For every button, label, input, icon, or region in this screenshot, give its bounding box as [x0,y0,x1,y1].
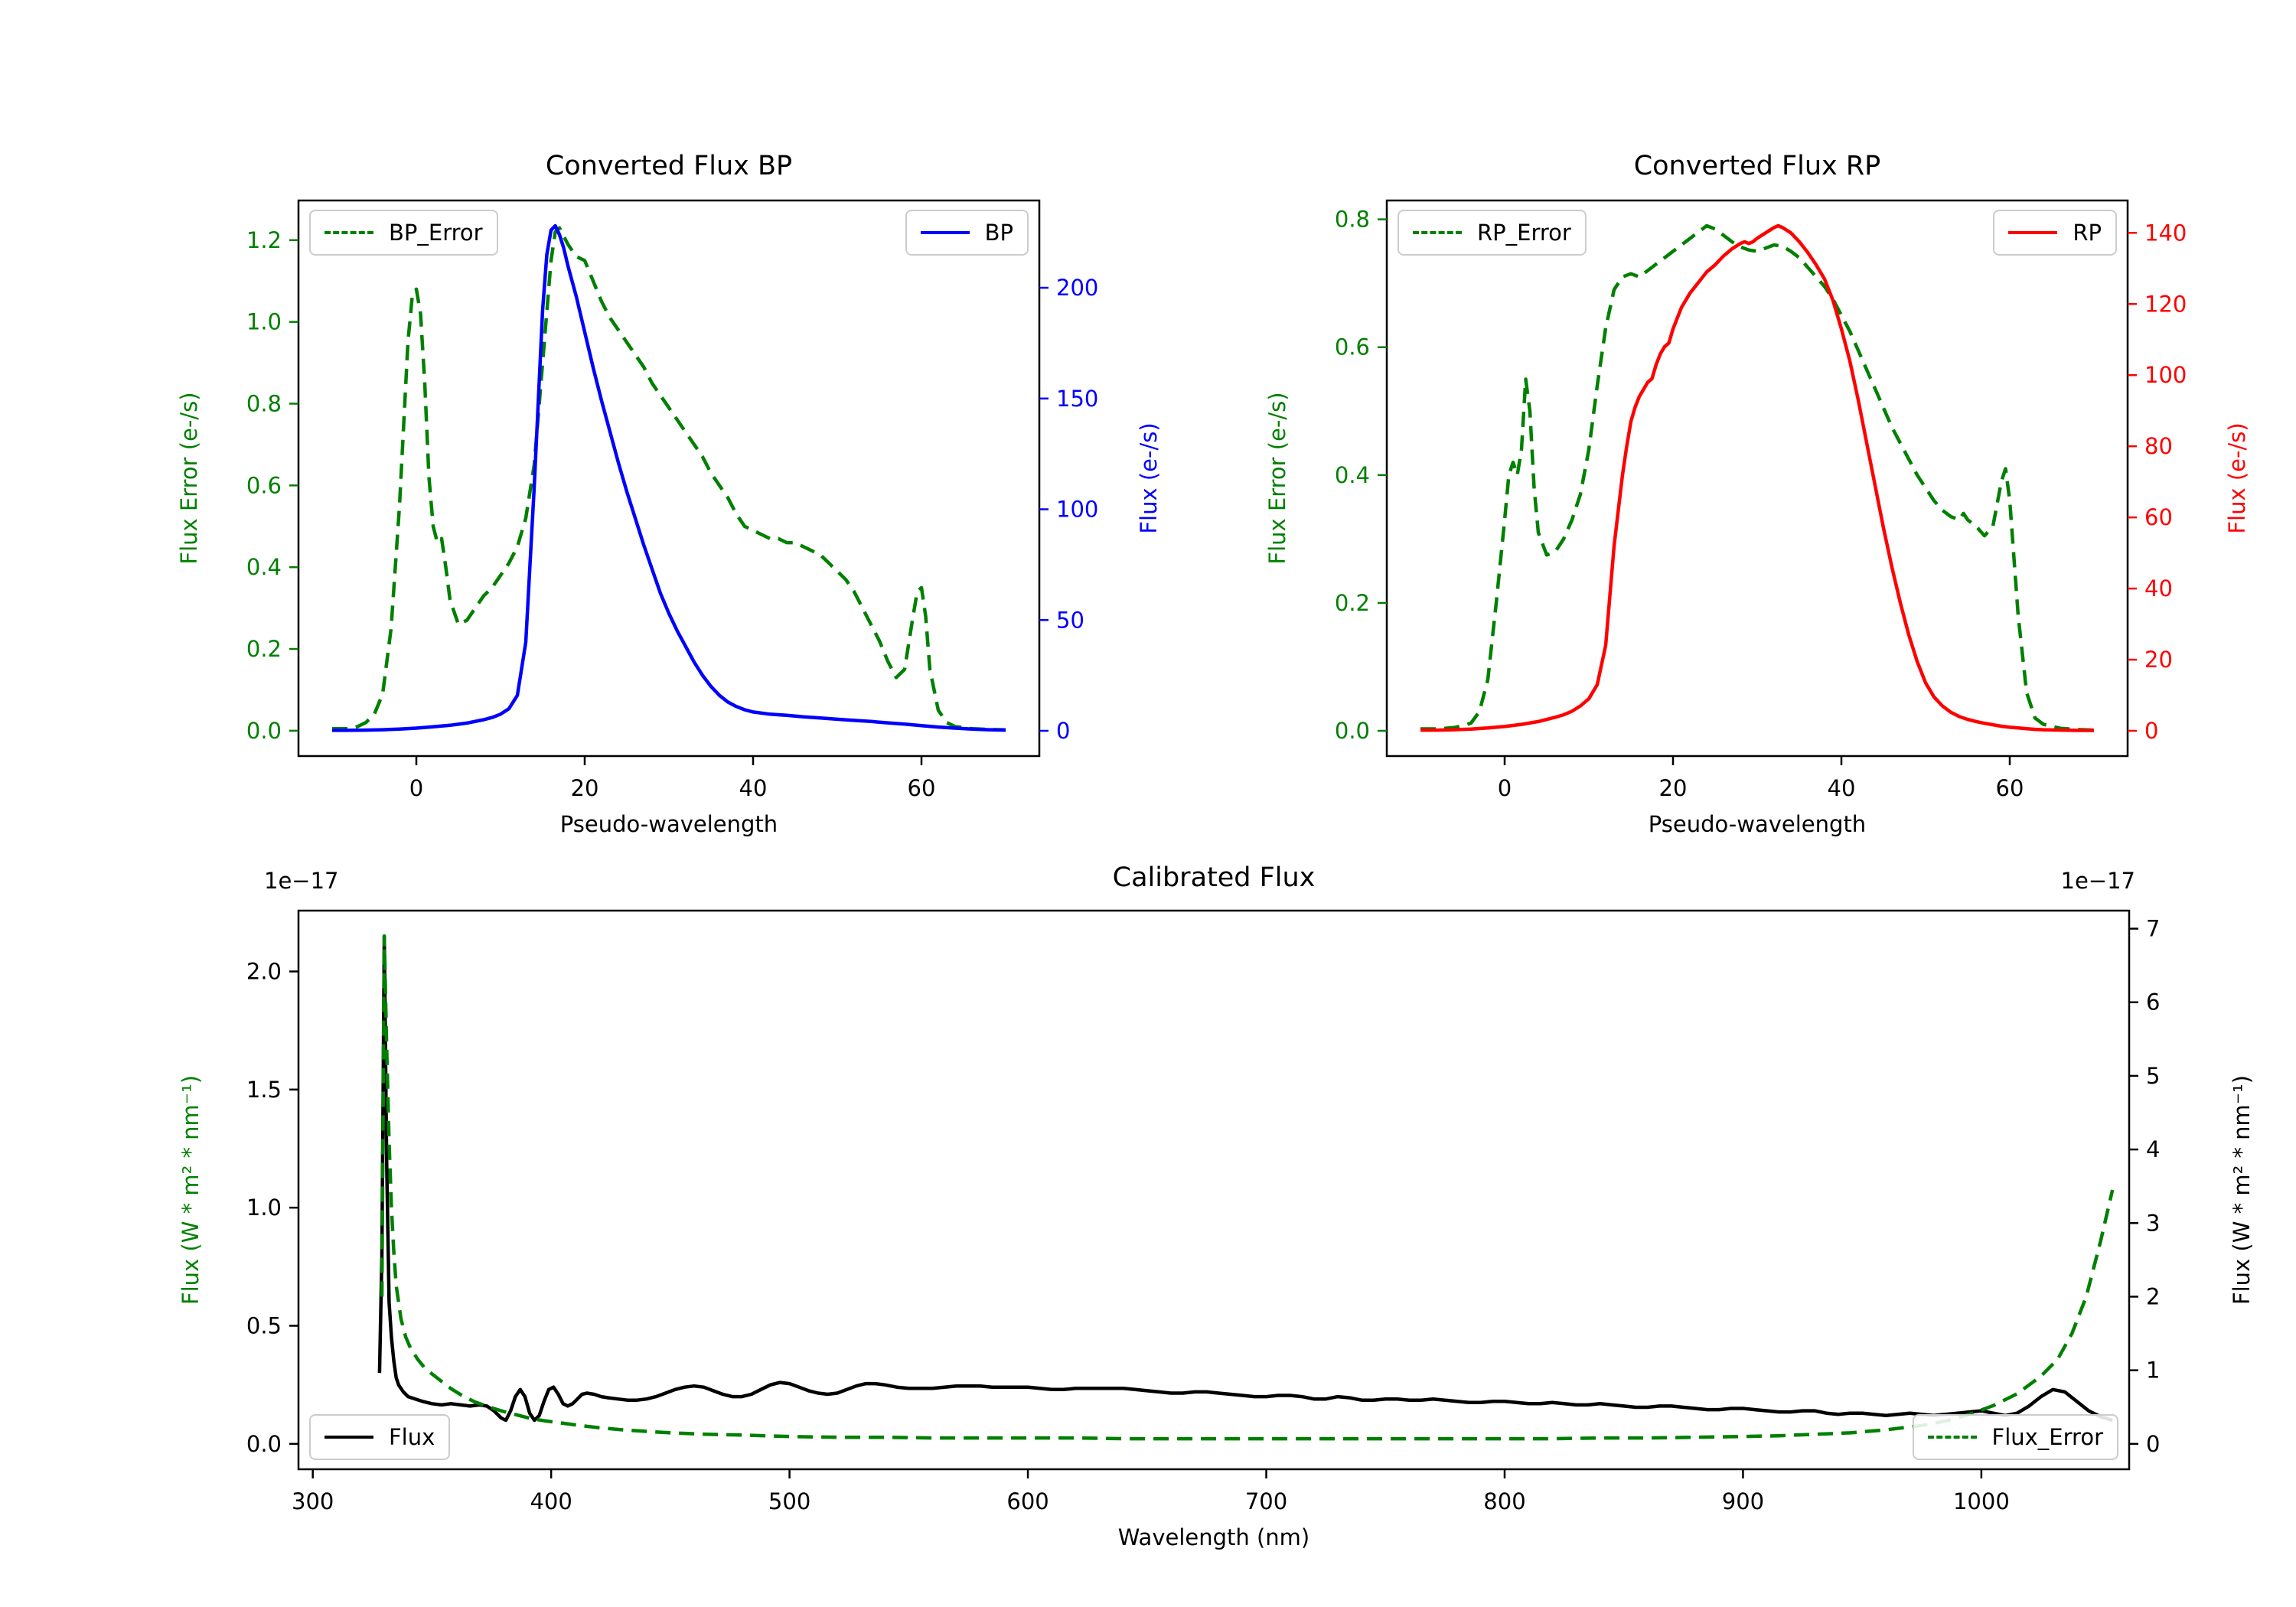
offset-text-right: 1e−17 [2060,868,2136,894]
chart-title-calibrated: Calibrated Flux [1112,862,1316,893]
svg-text:20: 20 [2144,647,2173,673]
legend-label-bp-error: BP_Error [389,220,483,246]
svg-text:40: 40 [1828,775,1856,801]
legend-label-flux: Flux [389,1424,435,1450]
legend-flux: Flux [309,1414,451,1460]
legend-label-rp: RP [2073,220,2102,246]
svg-text:0.0: 0.0 [246,718,282,744]
svg-text:900: 900 [1722,1488,1764,1514]
svg-text:200: 200 [1056,275,1098,301]
svg-text:0: 0 [1498,775,1512,801]
svg-text:20: 20 [1659,775,1688,801]
svg-text:3: 3 [2146,1210,2160,1236]
legend-line-sample-rp-error [1413,231,1462,234]
legend-line-sample-bp [920,231,970,234]
legend-line-sample-flux [325,1436,373,1439]
svg-text:2.0: 2.0 [246,958,282,984]
svg-text:50: 50 [1056,607,1084,633]
legend-line-sample-bp-error [325,231,373,234]
svg-text:100: 100 [1056,497,1098,523]
svg-text:0.6: 0.6 [246,472,282,498]
legend-label-rp-error: RP_Error [1477,220,1571,246]
svg-text:40: 40 [2144,575,2173,601]
svg-text:800: 800 [1483,1488,1525,1514]
svg-text:1: 1 [2146,1358,2160,1384]
legend-bp: BP [905,210,1029,256]
svg-text:6: 6 [2146,989,2160,1015]
legend-bp-error: BP_Error [309,210,498,256]
svg-text:0: 0 [409,775,423,801]
svg-text:0: 0 [2146,1431,2160,1457]
svg-text:7: 7 [2146,916,2160,942]
svg-text:0.8: 0.8 [246,391,282,417]
svg-text:0.0: 0.0 [246,1431,282,1457]
chart-title-rp: Converted Flux RP [1633,151,1881,181]
legend-line-sample-flux-error [1927,1436,1977,1439]
svg-text:150: 150 [1056,386,1098,412]
svg-text:40: 40 [739,775,768,801]
xlabel-bp: Pseudo-wavelength [559,811,778,837]
svg-text:0.4: 0.4 [1335,462,1370,488]
svg-text:1000: 1000 [1953,1488,2010,1514]
svg-text:140: 140 [2144,220,2187,246]
legend-label-bp: BP [984,220,1013,246]
offset-text-left: 1e−17 [264,868,339,894]
svg-text:20: 20 [571,775,599,801]
svg-text:500: 500 [768,1488,810,1514]
svg-text:60: 60 [1996,775,2024,801]
svg-text:80: 80 [2144,433,2173,459]
xlabel-rp: Pseudo-wavelength [1648,811,1867,837]
svg-text:0.2: 0.2 [1335,590,1370,616]
svg-text:1.2: 1.2 [246,227,282,253]
svg-text:0: 0 [1056,718,1070,744]
svg-text:0.5: 0.5 [246,1312,282,1338]
svg-text:600: 600 [1006,1488,1049,1514]
svg-text:2: 2 [2146,1283,2160,1309]
legend-flux-error: Flux_Error [1912,1414,2118,1460]
svg-text:300: 300 [292,1488,334,1514]
svg-text:0.6: 0.6 [1335,334,1370,360]
svg-text:1.5: 1.5 [246,1077,282,1103]
svg-text:0.4: 0.4 [246,554,282,580]
legend-rp-error: RP_Error [1397,210,1587,256]
svg-text:0.2: 0.2 [246,636,282,662]
legend-label-flux-error: Flux_Error [1991,1424,2103,1450]
svg-text:120: 120 [2144,291,2187,317]
xlabel-calibrated: Wavelength (nm) [1117,1524,1310,1550]
svg-text:0.8: 0.8 [1335,207,1370,233]
svg-text:1.0: 1.0 [246,309,282,335]
ylabel-rp-right: Flux (e-/s) [2224,422,2251,534]
svg-text:60: 60 [2144,504,2173,530]
chart-title-bp: Converted Flux BP [545,151,793,181]
legend-rp: RP [1993,210,2117,256]
ylabel-bp-left: Flux Error (e-/s) [176,392,203,565]
svg-text:0: 0 [2144,718,2158,744]
ylabel-calibrated-left: Flux (W * m² * nm⁻¹) [178,1074,204,1305]
svg-text:5: 5 [2146,1063,2160,1089]
svg-text:0.0: 0.0 [1335,718,1370,744]
svg-text:100: 100 [2144,362,2187,388]
svg-text:700: 700 [1245,1488,1287,1514]
ylabel-calibrated-right: Flux (W * m² * nm⁻¹) [2229,1074,2255,1305]
svg-text:4: 4 [2146,1136,2160,1162]
ylabel-rp-left: Flux Error (e-/s) [1264,392,1291,565]
legend-line-sample-rp [2008,231,2058,234]
ylabel-bp-right: Flux (e-/s) [1136,422,1163,534]
svg-text:1.0: 1.0 [246,1195,282,1221]
svg-text:400: 400 [530,1488,572,1514]
svg-text:60: 60 [908,775,936,801]
